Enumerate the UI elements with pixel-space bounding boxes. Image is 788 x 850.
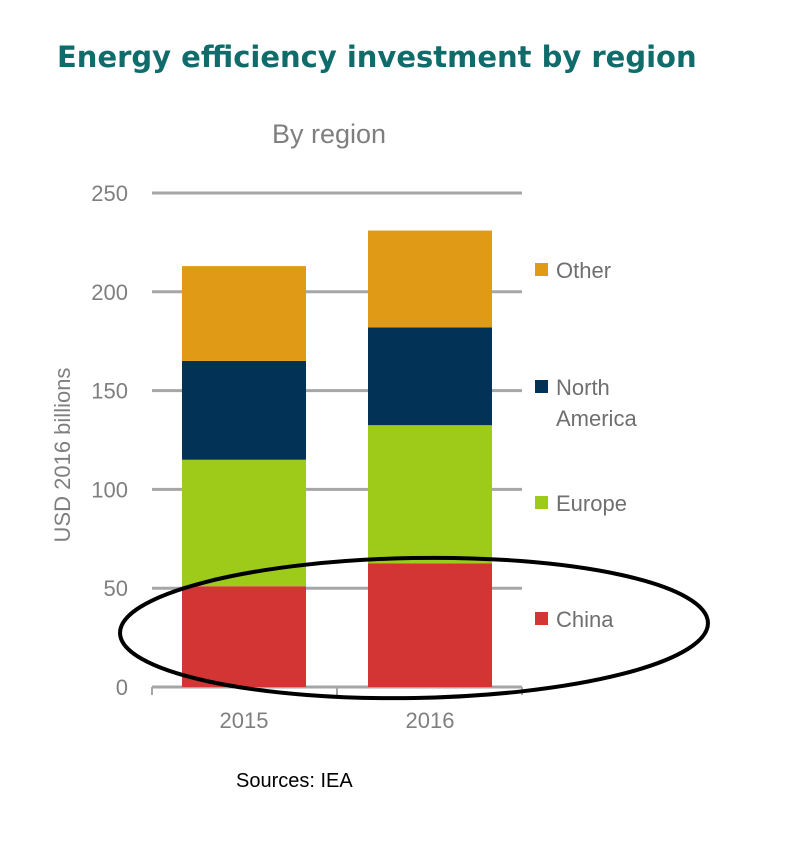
y-tick-label: 150 bbox=[91, 379, 128, 404]
legend-label: Europe bbox=[556, 491, 627, 516]
bar-segment-other bbox=[368, 230, 492, 328]
legend-label: Other bbox=[556, 258, 611, 283]
bar-segment-north-america bbox=[368, 327, 492, 426]
bar-segment-north-america bbox=[182, 360, 306, 460]
y-tick-label: 0 bbox=[116, 675, 128, 700]
x-tick-label: 2016 bbox=[406, 708, 455, 733]
source-note: Sources: IEA bbox=[236, 770, 353, 792]
bar-segment-china bbox=[368, 563, 492, 687]
y-axis-label: USD 2016 billions bbox=[50, 368, 75, 543]
figure-title: Energy efficiency investment by region bbox=[57, 40, 697, 74]
y-tick-label: 100 bbox=[91, 477, 128, 502]
legend-swatch bbox=[535, 380, 548, 393]
legend-label: North bbox=[556, 375, 610, 400]
legend-swatch bbox=[535, 263, 548, 276]
x-tick-label: 2015 bbox=[220, 708, 269, 733]
legend-swatch bbox=[535, 612, 548, 625]
y-tick-label: 50 bbox=[104, 576, 128, 601]
chart-subtitle: By region bbox=[272, 119, 386, 149]
legend-label: China bbox=[556, 607, 614, 632]
annotation-ellipse bbox=[118, 555, 710, 701]
bar-segment-europe bbox=[368, 425, 492, 564]
y-tick-label: 200 bbox=[91, 280, 128, 305]
legend-swatch bbox=[535, 496, 548, 509]
bar-segment-china bbox=[182, 586, 306, 687]
bar-segment-other bbox=[182, 266, 306, 361]
legend-label: America bbox=[556, 406, 637, 431]
y-tick-label: 250 bbox=[91, 181, 128, 206]
